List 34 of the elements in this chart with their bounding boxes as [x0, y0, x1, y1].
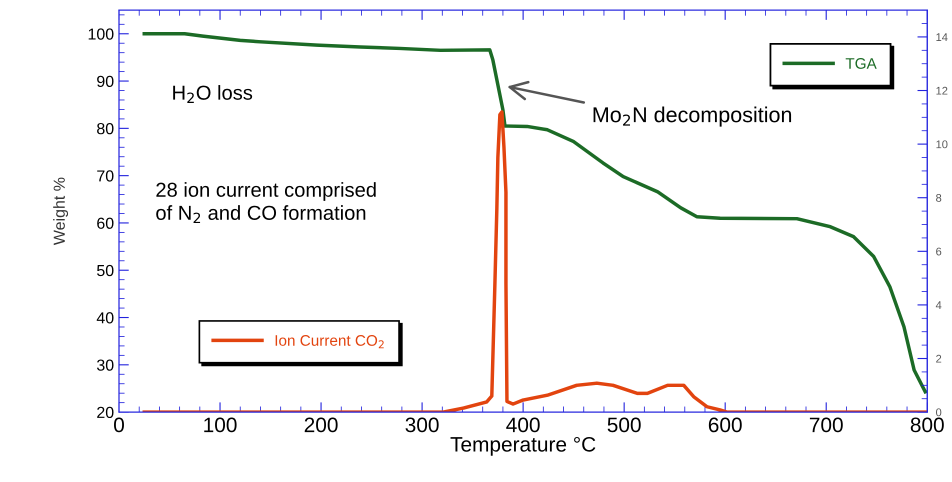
x-tick-label: 600 [708, 418, 742, 432]
y-axis-title: Weight % [53, 178, 68, 246]
y-tick-label: 40 [96, 312, 114, 324]
x-axis-title: Temperature °C [450, 436, 596, 456]
y2-tick-label: 2 [936, 354, 942, 363]
x-tick-label: 500 [608, 418, 641, 432]
y2-tick-label: 6 [936, 248, 942, 256]
annotation: H$_{2}$O loss [173, 85, 252, 103]
y-tick-label: 70 [97, 170, 114, 182]
x-tick-label: 300 [406, 418, 439, 432]
x-tick-label: 200 [304, 418, 338, 432]
x-tick-label: 400 [506, 418, 540, 432]
line-series [142, 32, 927, 394]
y-tick-label: 90 [97, 76, 114, 88]
y-tick-label: 60 [97, 218, 114, 229]
y2-tick-label: 12 [936, 86, 948, 95]
y2-tick-label: 8 [936, 194, 942, 202]
y2-tick-label: 4 [936, 301, 942, 309]
annotation: Mo$_{2}$N decomposition [594, 106, 792, 127]
x-tick-label: 100 [204, 418, 237, 432]
legend-label: TGA [846, 58, 877, 69]
y-tick-label: 80 [97, 122, 114, 134]
x-tick-label: 800 [910, 418, 944, 432]
y-tick-label: 20 [97, 406, 114, 418]
legend-label: Ion Current CO$_{2}$ [276, 335, 384, 348]
annotation: 28 ion current comprised of N$_{2}$ and CO formation [156, 182, 376, 224]
y-tick-label: 100 [88, 28, 114, 40]
y-tick-label: 30 [96, 359, 114, 371]
y2-tick-label: 0 [936, 408, 942, 416]
x-tick-label: 700 [810, 418, 843, 432]
y-tick-label: 50 [97, 264, 114, 276]
y2-tick-label: 14 [936, 33, 948, 41]
y2-tick-label: 10 [936, 140, 948, 148]
x-tick-label: 0 [114, 418, 124, 432]
